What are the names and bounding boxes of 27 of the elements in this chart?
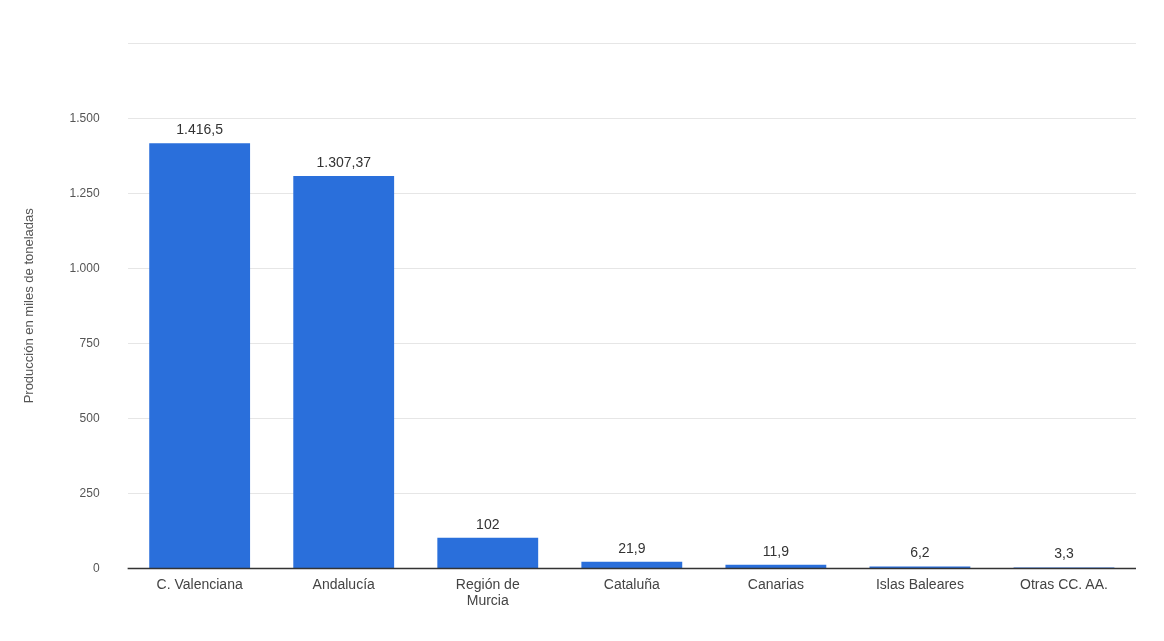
bar bbox=[293, 176, 395, 568]
data-label: 6,2 bbox=[910, 544, 930, 561]
x-tick-label: Canarias bbox=[747, 575, 804, 592]
data-label: 11,9 bbox=[762, 542, 790, 559]
x-tick-label: Islas Baleares bbox=[875, 575, 964, 592]
bar bbox=[149, 143, 251, 568]
bar bbox=[437, 537, 539, 568]
data-label: 1.416,5 bbox=[176, 121, 224, 138]
y-tick-label: 1.500 bbox=[69, 110, 100, 125]
bar bbox=[581, 561, 683, 568]
x-tick-label: Otras CC. AA. bbox=[1020, 575, 1108, 592]
data-label: 102 bbox=[476, 515, 500, 532]
y-tick-label: 250 bbox=[79, 485, 100, 500]
x-tick-label: Región de Murcia bbox=[455, 575, 520, 609]
data-label: 3,3 bbox=[1054, 545, 1074, 562]
y-tick-label: 750 bbox=[79, 335, 100, 350]
data-label: 21,9 bbox=[618, 539, 646, 556]
bar bbox=[725, 564, 827, 568]
y-axis-title: Producción en miles de toneladas bbox=[21, 207, 37, 404]
x-tick-label: C. Valenciana bbox=[156, 575, 243, 592]
data-label: 1.307,37 bbox=[316, 153, 372, 170]
y-tick-label: 1.000 bbox=[69, 260, 100, 275]
x-tick-label: Andalucía bbox=[312, 575, 376, 592]
y-tick-label: 1.250 bbox=[69, 185, 100, 200]
y-tick-label: 0 bbox=[92, 560, 100, 575]
x-tick-label: Cataluña bbox=[603, 575, 661, 592]
y-tick-label: 500 bbox=[79, 410, 100, 425]
